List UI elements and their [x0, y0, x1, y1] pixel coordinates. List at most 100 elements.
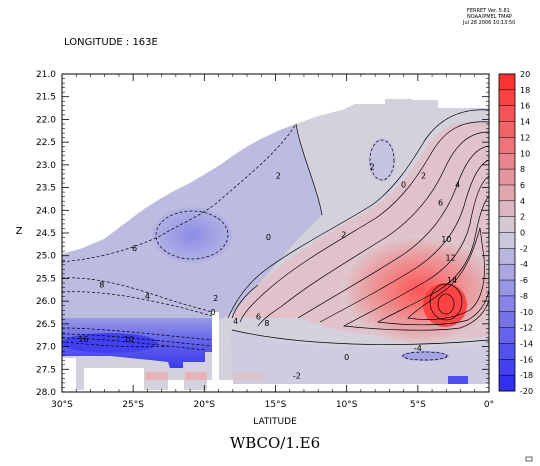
contour-lines: [227, 109, 489, 345]
x-axis-label: LATITUDE: [253, 417, 297, 427]
y-tick-label: 25.5: [36, 274, 56, 284]
colorbar-label: 8: [520, 165, 525, 174]
colorbar-swatch: [499, 169, 515, 186]
plot-title: WBCO/1.E6: [230, 434, 320, 452]
contour-label: 12: [445, 253, 455, 262]
ferret-org-text: NOAA/PMEL TMAP: [467, 14, 512, 20]
y-axis: 21.0 21.5 22.0 22.5 23.0 23.5 24.0 24.5 25.0 25.5…: [36, 70, 489, 398]
colorbar-swatch: [499, 74, 515, 91]
contour-label: 6: [438, 199, 443, 208]
mask-bottom-left: [62, 358, 76, 392]
colorbar-label: -12: [520, 324, 533, 333]
contour-line-neg16: [65, 341, 171, 348]
contour-line-18: [437, 293, 455, 315]
y-tick-label: 22.5: [36, 138, 56, 148]
contour-fill: [62, 99, 489, 392]
contour-line-neg2-small: [369, 139, 395, 181]
contour-line-16: [429, 283, 463, 321]
colorbar-label: 14: [520, 118, 530, 127]
contour-label: 0: [344, 353, 349, 362]
contour-label: -4: [414, 344, 422, 353]
y-tick-label: 27.0: [36, 343, 56, 353]
contour-label: 4: [455, 181, 460, 190]
negative-lobe: [152, 207, 232, 263]
y-axis-label: Z: [16, 226, 23, 237]
x-tick-label: 20°S: [193, 400, 215, 410]
mask-gap: [212, 312, 219, 392]
colorbar-swatch: [499, 121, 515, 138]
mask-bottom-left-3: [168, 380, 184, 392]
contour-label: 2: [341, 231, 346, 240]
y-tick-label: 24.0: [36, 206, 56, 216]
x-tick-label: 15°S: [265, 400, 287, 410]
colorbar-label: 12: [520, 133, 530, 142]
y-tick-label: 27.5: [36, 365, 56, 375]
colorbar-label: 16: [520, 102, 530, 111]
mask-bottom-left-2: [84, 368, 144, 392]
positive-max: [423, 283, 467, 327]
colorbar-swatch: [499, 216, 515, 233]
x-tick-label: 0°: [484, 400, 494, 410]
colorbar-label: 0: [520, 229, 525, 238]
corner-marker: [525, 456, 533, 462]
colorbar: 20181614121086420-2-4-6-8-10-12-14-16-18…: [498, 70, 533, 396]
contour-line-2: [295, 123, 323, 216]
contour-label: 6: [256, 312, 261, 321]
colorbar-swatch: [499, 200, 515, 217]
contour-line-neg10: [62, 327, 213, 341]
y-tick-label: 21.0: [36, 70, 56, 80]
colorbar-swatch: [499, 311, 515, 328]
colorbar-label: -8: [520, 292, 528, 301]
colorbar-swatch: [499, 264, 515, 281]
colorbar-label: 6: [520, 181, 525, 190]
contour-line-10: [342, 175, 489, 331]
colorbar-swatch: [499, 105, 515, 122]
x-tick-label: 25°S: [122, 400, 144, 410]
contour-label: 2: [370, 162, 375, 171]
x-tick-label: 10°S: [336, 400, 358, 410]
colorbar-swatch: [499, 343, 515, 360]
contour-line-14: [407, 227, 485, 320]
colorbar-swatch: [499, 184, 515, 202]
contour-line-4: [257, 131, 489, 327]
contour-label: 8: [99, 281, 104, 290]
contour-label: 2: [213, 294, 218, 303]
colorbar-label: -10: [520, 308, 533, 317]
positive-core: [340, 235, 489, 345]
positive-bottom-strip: [145, 372, 168, 380]
colorbar-label: 2: [520, 213, 525, 222]
colorbar-swatch: [499, 153, 515, 170]
contour-line-neg6: [155, 210, 229, 260]
colorbar-label: -4: [520, 260, 528, 269]
colorbar-label: -18: [520, 371, 533, 380]
x-axis: 30°S 25°S 20°S 15°S 10°S 5°S 0°: [51, 74, 494, 410]
colorbar-swatch: [499, 375, 515, 392]
y-tick-label: 28.0: [36, 388, 56, 398]
contour-label: 0: [401, 181, 406, 190]
colorbar-label: 10: [520, 149, 530, 158]
ferret-version-text: FERRET Ver. 5.81: [467, 8, 510, 14]
contour-label: 6: [132, 244, 137, 253]
negative-bottom-right: [230, 330, 489, 390]
contour-line-2b: [239, 121, 489, 323]
y-tick-label: 21.5: [36, 93, 56, 103]
contour-label: 2: [421, 171, 426, 180]
contour-label: 16: [78, 335, 88, 344]
y-tick-label: 25.0: [36, 252, 56, 262]
contour-line-pos-bottom: [231, 329, 489, 345]
contour-line-neg2: [62, 123, 297, 263]
colorbar-swatch: [499, 359, 515, 376]
negative-corner: [448, 376, 468, 384]
positive-bottom-strip-3: [233, 372, 263, 380]
colorbar-label: -20: [520, 387, 533, 396]
contour-label: 14: [447, 276, 457, 285]
colorbar-label: -6: [520, 276, 528, 285]
colorbar-label: 20: [520, 70, 530, 79]
contour-label: 4: [233, 317, 238, 326]
contour-label: 2: [276, 171, 281, 180]
y-tick-label: 26.5: [36, 320, 56, 330]
contour-label: -2: [293, 371, 301, 380]
negative-lobe-small: [368, 138, 396, 182]
